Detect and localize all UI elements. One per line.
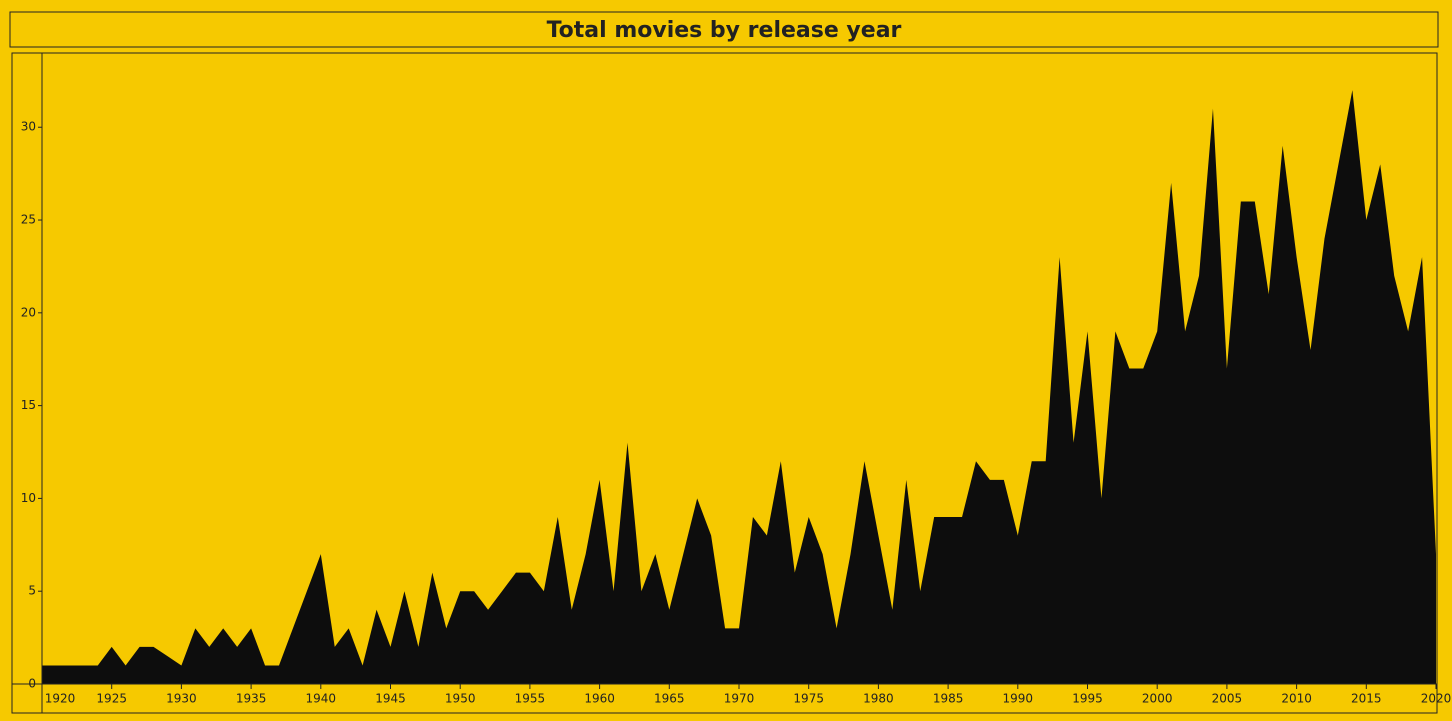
- x-tick-label: 1975: [793, 692, 824, 706]
- x-tick-label: 2005: [1212, 692, 1243, 706]
- x-tick-label: 1950: [445, 692, 476, 706]
- y-tick-label: 10: [21, 491, 36, 505]
- x-tick-label: 2010: [1281, 692, 1312, 706]
- x-tick-label: 1955: [515, 692, 546, 706]
- y-tick-label: 5: [28, 584, 36, 598]
- x-tick-label: 2015: [1351, 692, 1382, 706]
- x-tick-label: 1960: [584, 692, 615, 706]
- x-tick-label: 1920: [45, 692, 76, 706]
- x-tick-label: 1935: [236, 692, 267, 706]
- x-tick-label: 1980: [863, 692, 894, 706]
- area: [42, 90, 1436, 684]
- x-tick-label: 1965: [654, 692, 685, 706]
- chart-title: Total movies by release year: [547, 18, 902, 43]
- title-box: [9, 11, 1439, 48]
- x-tick-label: 2020: [1421, 692, 1452, 706]
- x-tick-label: 1925: [96, 692, 127, 706]
- x-tick-label: 1995: [1072, 692, 1103, 706]
- x-tick-label: 1970: [724, 692, 755, 706]
- y-tick-label: 15: [21, 398, 36, 412]
- y-tick-label: 25: [21, 213, 36, 227]
- x-tick-label: 1930: [166, 692, 197, 706]
- x-tick-label: 1940: [306, 692, 337, 706]
- x-tick-label: 1985: [933, 692, 964, 706]
- x-tick-label: 1945: [375, 692, 406, 706]
- x-tick-label: 1990: [1003, 692, 1034, 706]
- x-tick-label: 2000: [1142, 692, 1173, 706]
- y-tick-label: 30: [21, 120, 36, 134]
- plot-frame: [11, 52, 1438, 714]
- y-tick-label: 20: [21, 305, 36, 319]
